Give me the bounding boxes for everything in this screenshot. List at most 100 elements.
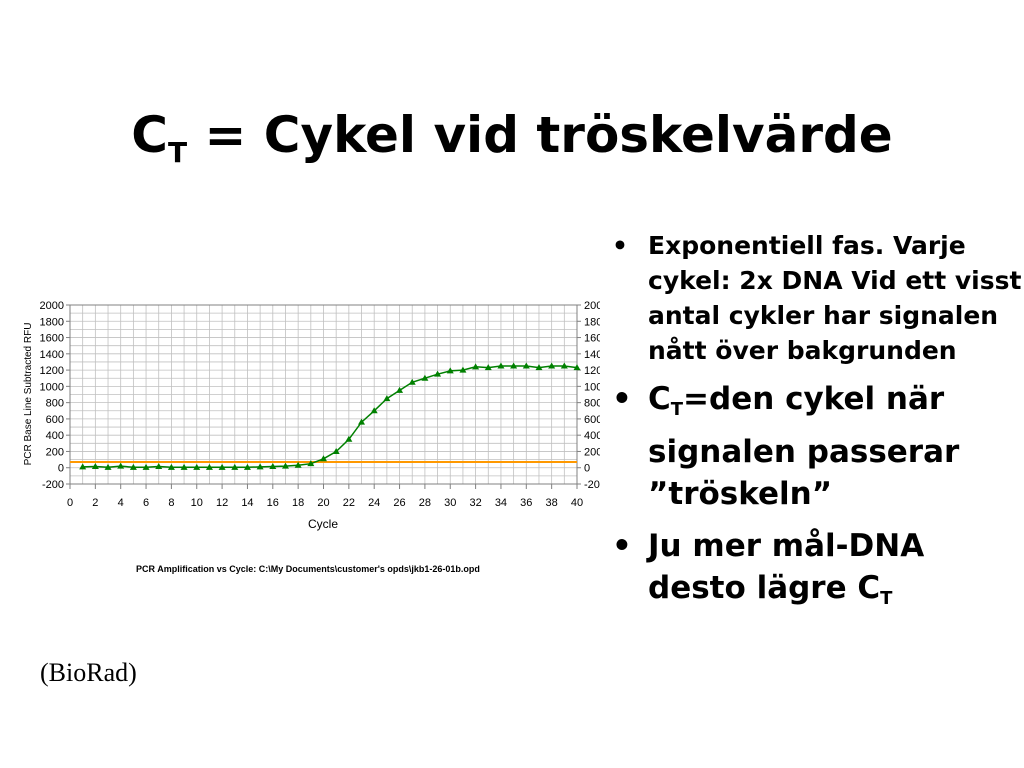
y-tick-label-left: 1400 (40, 349, 64, 361)
data-point-marker (383, 395, 391, 402)
bullet-subscript: T (880, 588, 893, 609)
bullet-text-pre: C (648, 381, 671, 417)
data-point-marker (129, 463, 137, 470)
data-point-marker (573, 364, 581, 371)
y-tick-label-left: 2000 (40, 300, 64, 312)
bullet-text-post: =den cykel när signalen passerar ”tröske… (648, 381, 960, 512)
x-tick-label: 28 (419, 497, 431, 509)
y-tick-label-right: 400 (584, 430, 600, 442)
bullet-text-pre: Ju mer mål-DNA desto lägre C (648, 528, 925, 606)
data-point-marker (193, 463, 201, 470)
data-point-marker (548, 362, 556, 369)
data-point-marker (218, 463, 226, 470)
data-point-marker (79, 463, 87, 470)
x-tick-label: 12 (216, 497, 228, 509)
data-point-marker (231, 463, 239, 470)
data-point-marker (484, 364, 492, 371)
data-point-marker (421, 374, 429, 381)
data-point-marker (497, 362, 505, 369)
data-point-marker (522, 362, 530, 369)
x-tick-label: 0 (67, 497, 73, 509)
data-point-marker (332, 447, 340, 454)
x-tick-label: 10 (191, 497, 203, 509)
x-axis-label: Cycle (308, 517, 338, 531)
data-point-marker (472, 363, 480, 370)
data-point-marker (560, 362, 568, 369)
x-tick-label: 8 (168, 497, 174, 509)
x-tick-label: 24 (368, 497, 380, 509)
x-tick-label: 16 (267, 497, 279, 509)
y-tick-label-left: 1600 (40, 333, 64, 345)
bullet-text: Exponentiell fas. Varje cykel: 2x DNA Vi… (648, 231, 1022, 365)
y-tick-label-right: 1200 (584, 365, 600, 377)
title-rest: = Cykel vid tröskelvärde (187, 106, 893, 164)
chart-caption: PCR Amplification vs Cycle: C:\My Docume… (136, 564, 480, 574)
data-point-marker (396, 386, 404, 393)
series-line (82, 365, 578, 469)
x-tick-label: 22 (343, 497, 355, 509)
y-tick-label-right: 1400 (584, 349, 600, 361)
series-layer (79, 362, 581, 470)
data-point-marker (434, 370, 442, 377)
data-point-marker (358, 418, 366, 425)
bullet-dot: • (612, 231, 628, 260)
data-point-marker (446, 367, 454, 374)
y-tick-label-left: 1800 (40, 316, 64, 328)
y-tick-label-right: 800 (584, 398, 600, 410)
data-point-marker (205, 463, 213, 470)
bullet-subscript: T (670, 399, 684, 420)
y-tick-label-right: 200 (584, 446, 600, 458)
x-tick-label: 34 (495, 497, 507, 509)
bullet-item-ct-definition: • CT=den cykel när signalen passerar ”trö… (612, 378, 1024, 515)
data-point-marker (180, 463, 188, 470)
data-point-marker (307, 460, 315, 467)
x-tick-label: 32 (469, 497, 481, 509)
data-point-marker (117, 462, 125, 469)
x-tick-label: 20 (317, 497, 329, 509)
title-subscript: T (167, 136, 188, 169)
y-tick-label-right: 1800 (584, 316, 600, 328)
y-tick-label-right: -200 (584, 479, 600, 491)
chart-grid (69, 304, 578, 485)
data-point-marker (269, 463, 277, 470)
data-point-marker (535, 364, 543, 371)
y-tick-label-right: 1000 (584, 381, 600, 393)
x-tick-label: 36 (520, 497, 532, 509)
x-tick-label: 30 (444, 497, 456, 509)
data-point-marker (142, 463, 150, 470)
x-tick-label: 6 (143, 497, 149, 509)
data-point-marker (155, 463, 163, 470)
bullet-list: • Exponentiell fas. Varje cykel: 2x DNA V… (612, 228, 1024, 630)
y-tick-label-left: 600 (46, 414, 64, 426)
bullet-item-target-dna: • Ju mer mål-DNA desto lägre CT (612, 525, 1024, 620)
data-point-marker (510, 362, 518, 369)
y-tick-label-right: 600 (584, 414, 600, 426)
slide-title: CT = Cykel vid tröskelvärde (0, 100, 1024, 188)
data-point-marker (408, 378, 416, 385)
data-point-marker (256, 463, 264, 470)
data-point-marker (91, 463, 99, 470)
y-axis-label: PCR Base Line Subtracted RFU (23, 323, 34, 466)
data-point-marker (294, 461, 302, 468)
data-point-marker (459, 366, 467, 373)
y-tick-label-left: 0 (58, 463, 64, 475)
y-tick-label-left: 200 (46, 446, 64, 458)
data-point-marker (320, 455, 327, 462)
data-point-marker (370, 407, 378, 414)
chart-ticks: 0 2 4 6 8 10 12 14 16 18 20 22 24 26 28 30 32 34 36 38 40-20… (40, 300, 600, 509)
data-point-marker (104, 463, 112, 470)
data-point-marker (345, 435, 353, 442)
bullet-dot: • (612, 381, 632, 417)
data-point-marker (243, 463, 251, 470)
x-tick-label: 38 (546, 497, 558, 509)
pcr-amplification-chart: 0 2 4 6 8 10 12 14 16 18 20 22 24 26 28 30 32 34 36 38 40-20… (23, 300, 600, 574)
title-main: C (131, 106, 168, 164)
x-tick-label: 18 (292, 497, 304, 509)
data-point-marker (167, 463, 175, 470)
x-tick-label: 4 (118, 497, 124, 509)
y-tick-label-left: 400 (46, 430, 64, 442)
bullet-dot: • (612, 528, 632, 564)
y-tick-label-left: 1000 (40, 381, 64, 393)
y-tick-label-right: 0 (584, 463, 590, 475)
y-tick-label-right: 1600 (584, 333, 600, 345)
